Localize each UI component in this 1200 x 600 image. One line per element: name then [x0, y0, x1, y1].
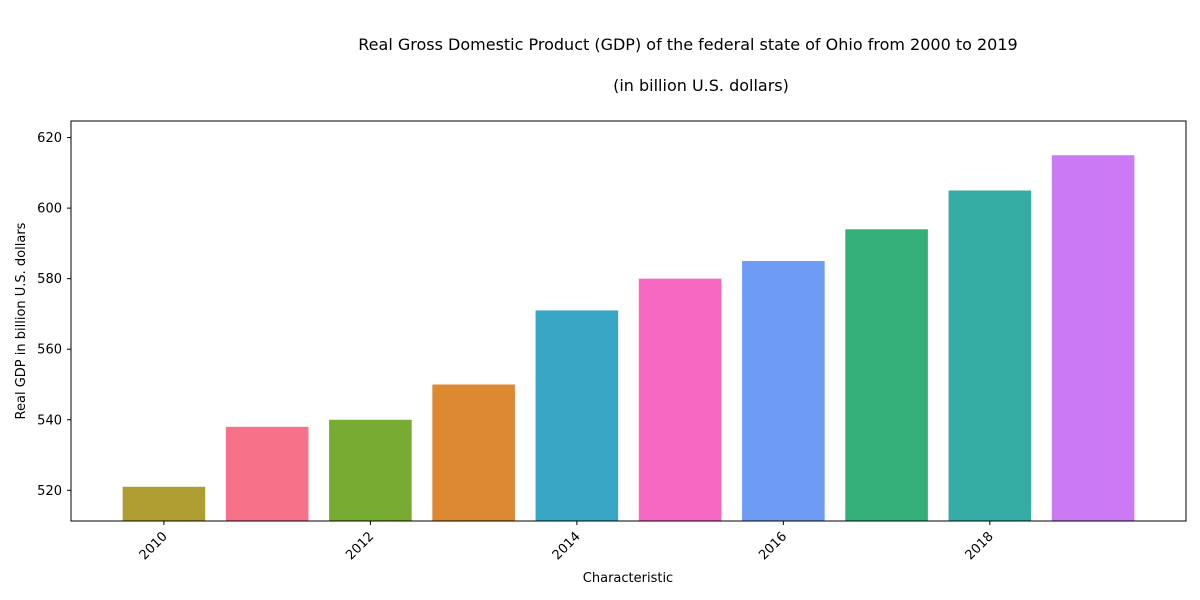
y-axis-label: Real GDP in billion U.S. dollars: [14, 222, 29, 419]
plot-frame: [70, 120, 1187, 522]
x-tick-label: 2010: [137, 529, 171, 563]
bar-2018: [948, 190, 1032, 522]
y-tick-label: 580: [37, 272, 62, 287]
y-axis-ticks: 520 540 560 580 600 620: [37, 131, 71, 499]
bar-2016: [742, 261, 825, 521]
bar-2015: [638, 278, 722, 521]
x-tick-label: 2018: [963, 529, 997, 563]
chart-title: Real Gross Domestic Product (GDP) of the…: [358, 35, 1017, 54]
x-tick-label: 2016: [756, 529, 790, 563]
bar-group: [122, 155, 1135, 522]
x-axis-ticks: 2010 2012 2014 2016 2018: [137, 521, 997, 563]
y-tick-label: 520: [37, 484, 62, 499]
chart-subtitle: (in billion U.S. dollars): [613, 76, 789, 95]
bar-2014: [535, 310, 619, 521]
bar-2010: [122, 486, 206, 521]
y-tick-label: 620: [37, 131, 62, 146]
bar-2012: [329, 419, 412, 521]
y-tick-label: 600: [37, 202, 62, 217]
bar-2013: [432, 384, 515, 521]
bar-2011: [225, 426, 309, 521]
y-tick-label: 560: [37, 343, 62, 358]
bar-2019: [1051, 155, 1135, 521]
y-tick-label: 540: [37, 413, 62, 428]
x-tick-label: 2014: [550, 529, 584, 563]
bar-2017: [845, 229, 928, 522]
x-tick-label: 2012: [343, 529, 377, 563]
x-axis-label: Characteristic: [583, 571, 673, 586]
